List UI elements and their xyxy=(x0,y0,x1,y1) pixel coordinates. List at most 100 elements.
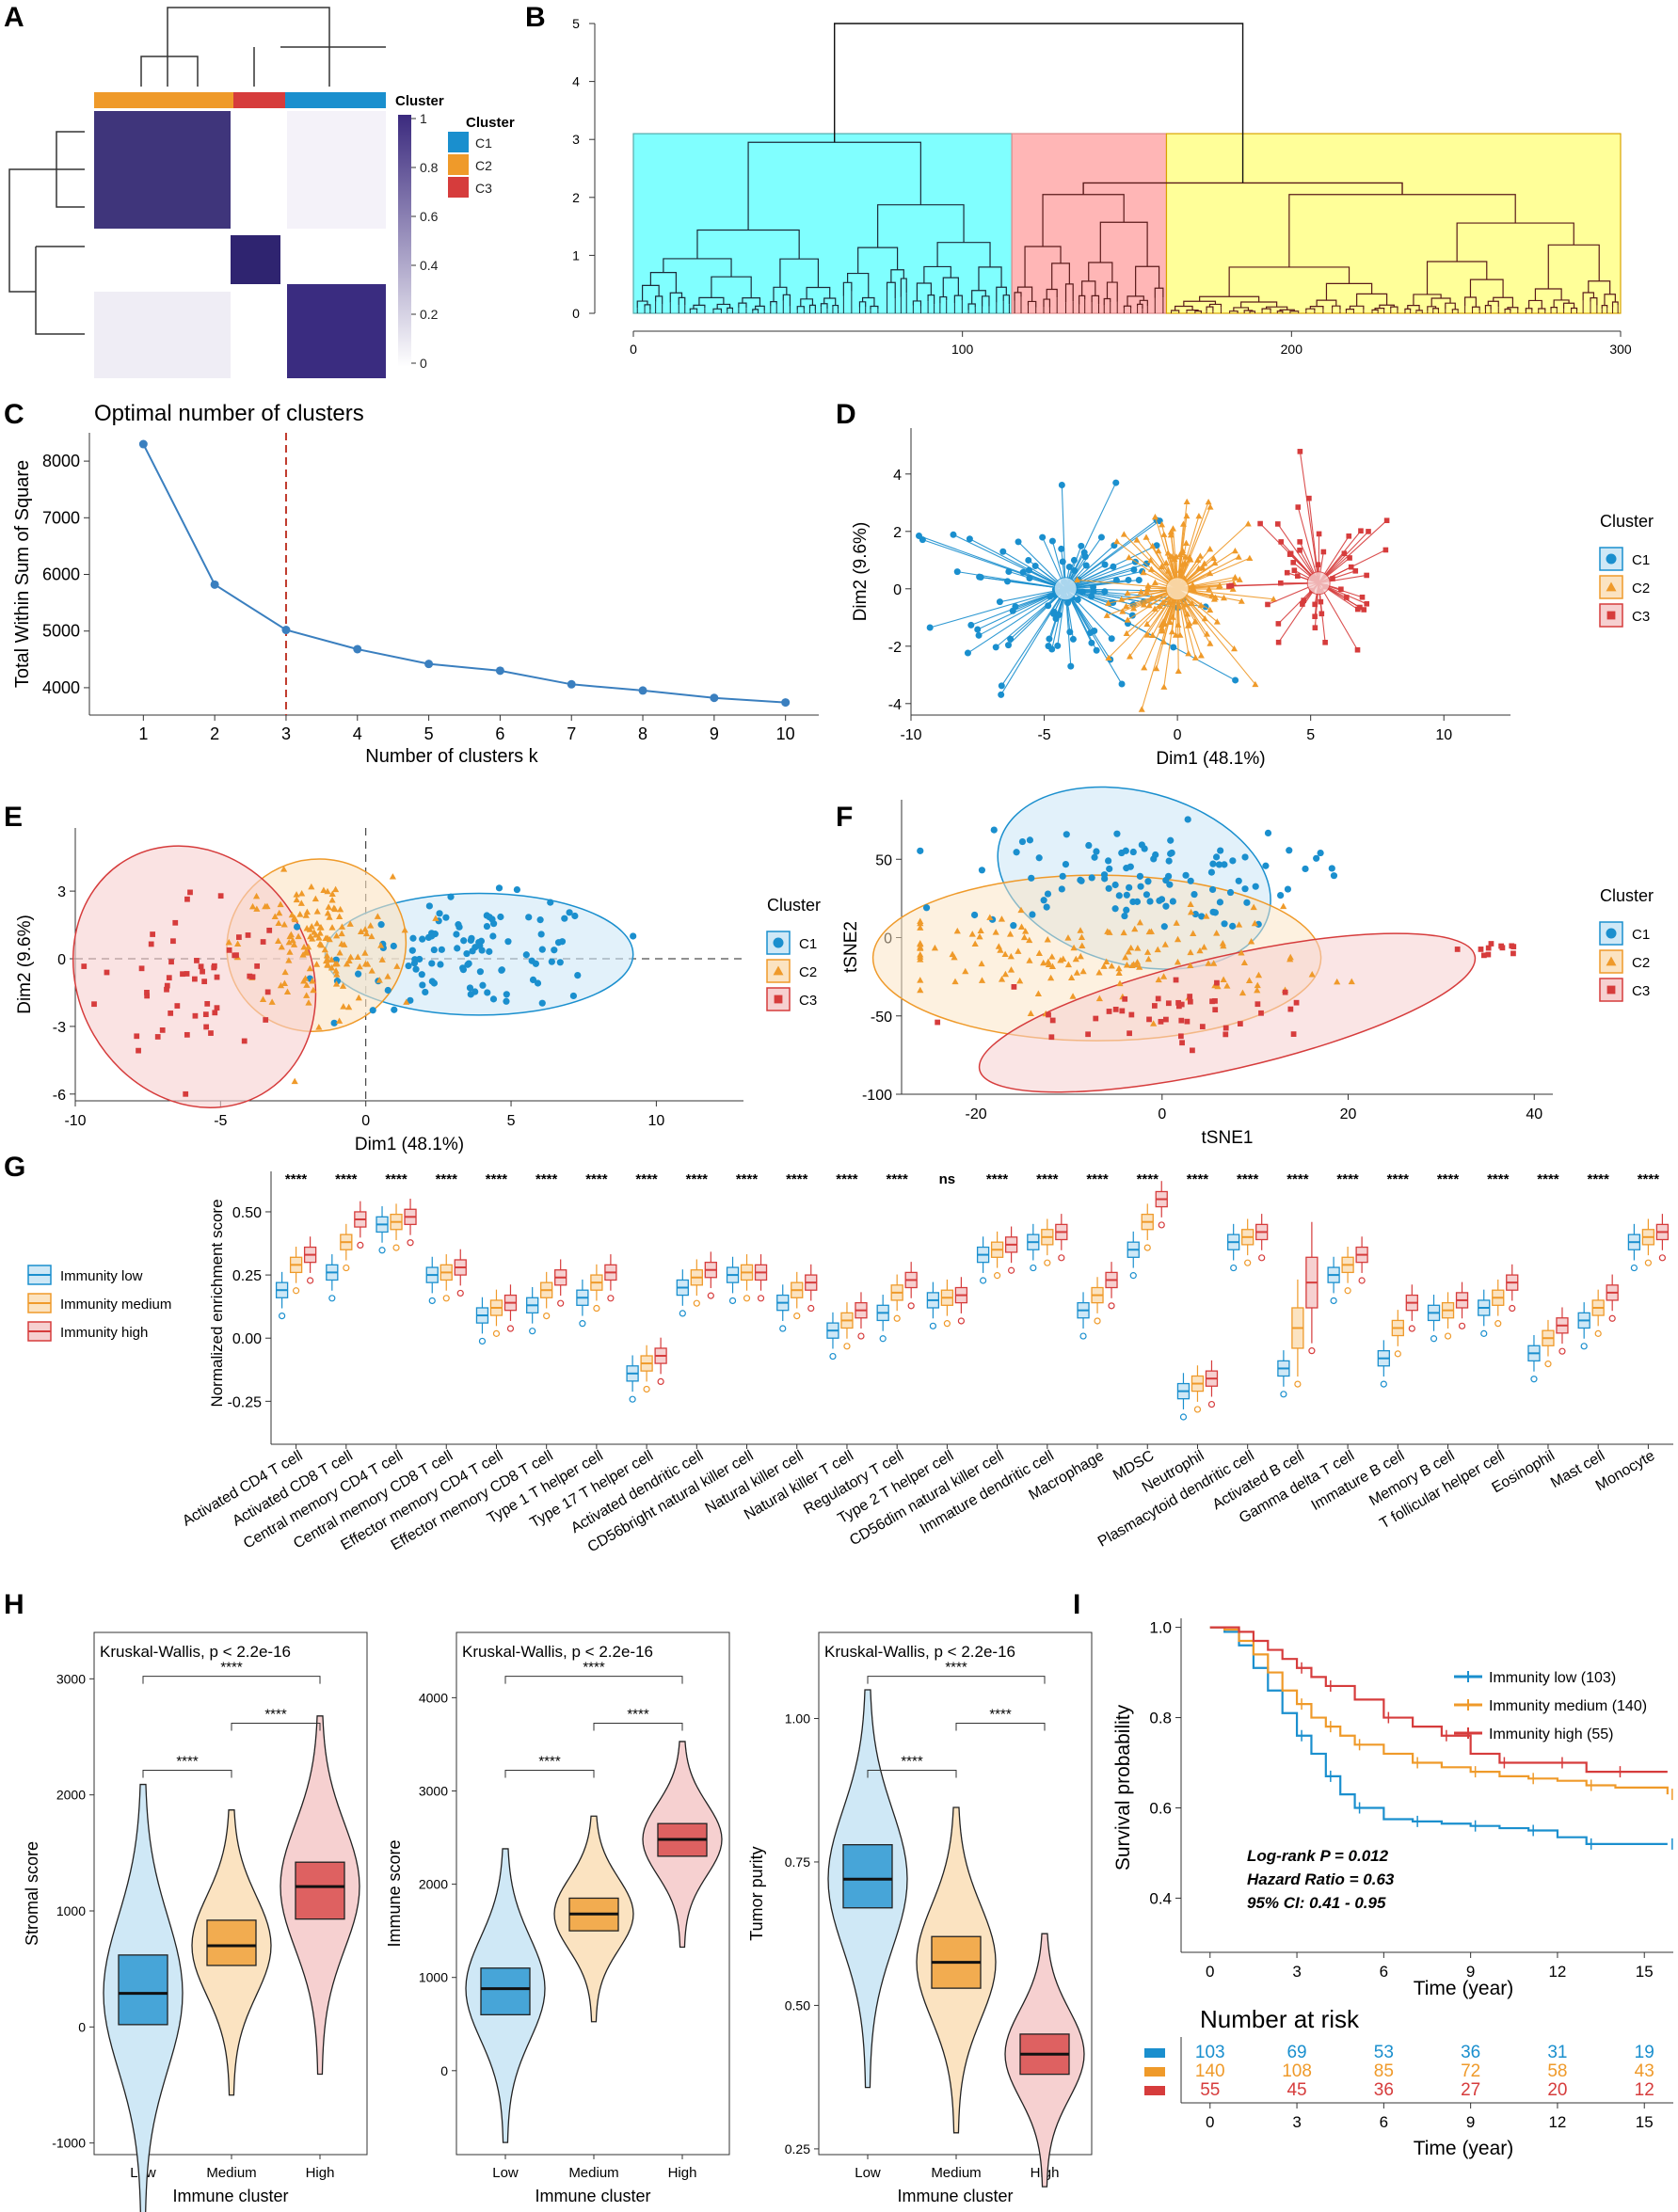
point-marker xyxy=(1147,556,1155,564)
dendro-branch xyxy=(1136,303,1143,310)
dendro-branch xyxy=(1404,308,1412,311)
point-marker xyxy=(538,946,546,953)
point-marker xyxy=(1001,970,1010,978)
point-marker xyxy=(309,978,316,984)
significance-label: **** xyxy=(886,1171,908,1187)
y-tick-label: 5 xyxy=(572,16,580,31)
point-marker xyxy=(266,927,273,933)
point-marker xyxy=(992,644,999,651)
point-marker xyxy=(1106,865,1113,873)
point-marker xyxy=(1046,1011,1051,1018)
point-marker xyxy=(1383,517,1390,523)
point-marker xyxy=(1295,504,1302,510)
point-marker xyxy=(1606,928,1617,939)
y-tick-label: 1 xyxy=(572,247,580,263)
dendro-branch xyxy=(1604,294,1616,306)
y-tick-label: 0.50 xyxy=(232,1205,262,1221)
point-marker xyxy=(1265,601,1270,608)
point-marker xyxy=(1123,629,1130,637)
point-marker xyxy=(306,926,313,932)
point-marker xyxy=(1105,654,1112,660)
point-marker xyxy=(1066,629,1074,636)
point-marker xyxy=(1138,841,1145,849)
point-marker xyxy=(1168,628,1175,635)
point-marker xyxy=(978,960,985,967)
box-outlier xyxy=(407,1239,414,1247)
elbow-point xyxy=(281,626,291,635)
point-marker xyxy=(277,981,285,989)
star-ray xyxy=(1077,579,1178,590)
point-marker xyxy=(1212,853,1221,861)
point-marker xyxy=(571,912,579,920)
point-marker xyxy=(1048,645,1056,653)
star-ray xyxy=(1141,588,1178,710)
point-marker xyxy=(1028,874,1035,882)
box-outlier xyxy=(392,1244,400,1251)
centroid xyxy=(1053,577,1078,601)
point-marker xyxy=(1108,963,1115,969)
x-tick-label: 20 xyxy=(1340,1106,1357,1122)
point-marker xyxy=(1062,860,1070,868)
risk-row-swatch xyxy=(1144,2067,1165,2077)
point-marker xyxy=(308,922,315,930)
point-marker xyxy=(1255,1001,1261,1008)
box-outlier xyxy=(579,1320,586,1328)
significance-label: **** xyxy=(635,1171,658,1187)
point-marker xyxy=(339,982,347,989)
point-marker xyxy=(1018,837,1027,846)
point-marker xyxy=(917,917,924,924)
point-marker xyxy=(307,932,314,940)
point-marker xyxy=(336,948,344,956)
point-marker xyxy=(1247,937,1255,945)
significance-label: **** xyxy=(1187,1171,1209,1187)
point-marker xyxy=(1144,878,1152,885)
star-ray xyxy=(1064,519,1158,590)
point-marker xyxy=(1060,955,1067,963)
box-outlier xyxy=(1380,1380,1387,1388)
point-marker xyxy=(1074,596,1081,603)
point-marker xyxy=(1108,635,1115,643)
point-marker xyxy=(187,889,193,896)
violin-box xyxy=(842,1844,893,1909)
point-marker xyxy=(285,938,293,946)
point-marker xyxy=(459,964,467,972)
point-marker xyxy=(138,965,145,972)
x-tick-label: 200 xyxy=(1281,342,1303,357)
point-marker xyxy=(1245,977,1254,984)
cluster-bar-c1 xyxy=(285,92,386,108)
y-tick-label: 0 xyxy=(572,306,580,321)
point-marker xyxy=(1165,598,1173,605)
x-tick-label: 40 xyxy=(1526,1106,1542,1122)
point-marker xyxy=(1187,900,1194,907)
dendro-branch xyxy=(1413,294,1442,306)
box-outlier xyxy=(929,1322,936,1329)
star-ray xyxy=(1259,523,1319,584)
point-marker xyxy=(917,847,924,854)
x-tick-label: 10 xyxy=(1435,727,1452,743)
point-marker xyxy=(454,945,461,952)
violin-plot-frame xyxy=(455,1631,730,2156)
point-marker xyxy=(917,944,924,950)
panel-d-pca-star: 4 2 0 -2 -4 -10 -5 0 5 10 Dim1 (48.1%) Dim2 (9.6%) C… xyxy=(851,428,1654,769)
point-marker xyxy=(970,911,979,919)
point-marker xyxy=(1203,913,1210,919)
point-marker xyxy=(136,1047,141,1054)
dendro-branch xyxy=(689,308,698,311)
point-marker xyxy=(408,947,416,954)
point-marker xyxy=(1187,962,1194,969)
point-marker xyxy=(774,995,783,1004)
point-marker xyxy=(1082,562,1090,569)
violin-box xyxy=(206,1919,257,1966)
point-marker xyxy=(489,995,498,1003)
point-marker xyxy=(1480,952,1487,959)
box-outlier xyxy=(807,1304,815,1313)
point-marker xyxy=(1146,898,1154,905)
y-tick-label: 4 xyxy=(572,74,580,89)
box-outlier xyxy=(1509,1304,1516,1313)
point-marker xyxy=(951,953,958,961)
point-marker xyxy=(1123,906,1130,914)
star-ray xyxy=(1065,568,1135,590)
point-marker xyxy=(1136,918,1143,926)
point-marker xyxy=(1027,1010,1034,1016)
test-title: Kruskal-Wallis, p < 2.2e-16 xyxy=(824,1643,1015,1661)
